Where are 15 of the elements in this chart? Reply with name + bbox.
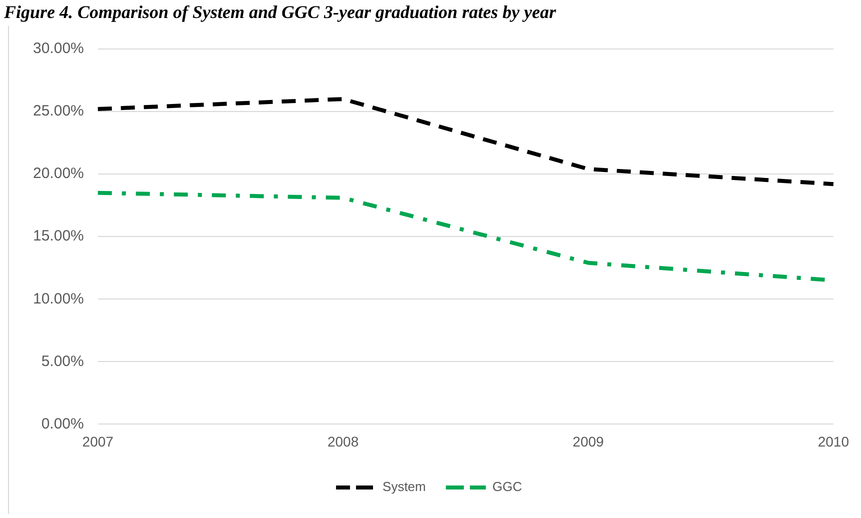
x-tick-label: 2007 <box>82 433 114 450</box>
y-tick-label: 15.00% <box>33 228 84 245</box>
line-series <box>96 97 836 186</box>
y-tick-label: 30.00% <box>33 40 84 58</box>
y-tick-label: 10.00% <box>33 290 84 308</box>
x-tick-label: 2009 <box>572 433 604 450</box>
x-tick-label: 2008 <box>327 433 359 450</box>
x-tick-label: 2010 <box>818 433 850 450</box>
y-tick-label: 25.00% <box>33 102 84 120</box>
legend-label: GGC <box>492 479 522 494</box>
y-tick-label: 0.00% <box>41 415 84 432</box>
y-tick-label: 5.00% <box>41 352 84 370</box>
y-tick-label: 20.00% <box>33 165 84 182</box>
legend-label: System <box>382 479 426 494</box>
chart-title: Figure 4. Comparison of System and GGC 3-year graduation rates by year <box>4 2 558 24</box>
